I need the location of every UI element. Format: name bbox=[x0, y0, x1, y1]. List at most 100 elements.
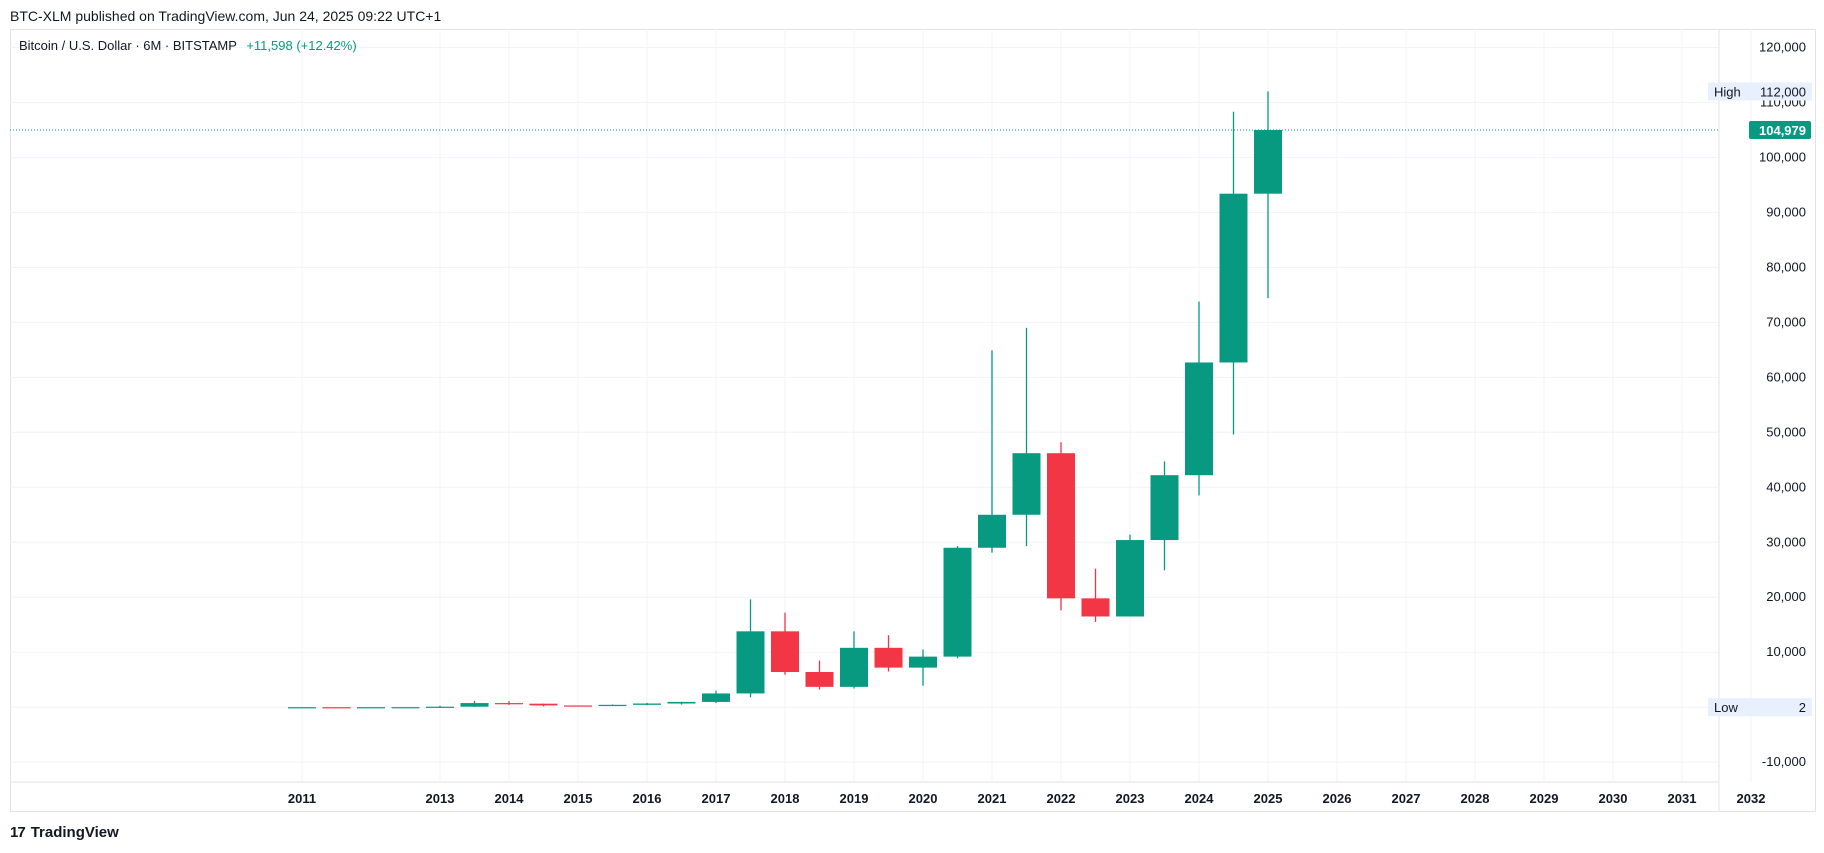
y-tick-label: 50,000 bbox=[1766, 424, 1806, 439]
candle-body bbox=[633, 703, 661, 705]
candle-body bbox=[564, 705, 592, 707]
candle bbox=[1185, 301, 1213, 496]
candle-body bbox=[874, 647, 903, 668]
candle bbox=[1219, 111, 1248, 435]
x-tick-label: 2017 bbox=[702, 791, 731, 806]
x-tick-label: 2015 bbox=[564, 791, 593, 806]
candle bbox=[564, 705, 592, 707]
symbol-title: Bitcoin / U.S. Dollar · 6M · BITSTAMP bbox=[19, 38, 237, 53]
candle bbox=[1254, 91, 1282, 299]
candle bbox=[633, 702, 661, 706]
candle-body bbox=[495, 703, 523, 705]
candle bbox=[805, 660, 834, 690]
y-tick-label: 10,000 bbox=[1766, 644, 1806, 659]
candle-body bbox=[702, 693, 730, 702]
x-tick-label: 2023 bbox=[1116, 791, 1145, 806]
publish-header: BTC-XLM published on TradingView.com, Ju… bbox=[10, 8, 442, 24]
candle-body bbox=[357, 707, 385, 709]
candle-body bbox=[667, 701, 696, 704]
candle-body bbox=[736, 631, 765, 694]
candle-body bbox=[1081, 598, 1110, 617]
x-tick-label: 2021 bbox=[978, 791, 1007, 806]
low-marker-tag bbox=[1708, 698, 1812, 717]
x-tick-label: 2032 bbox=[1737, 791, 1766, 806]
low-marker-label: Low bbox=[1714, 700, 1738, 715]
candle-body bbox=[1185, 362, 1213, 476]
tradingview-footer[interactable]: 17 TradingView bbox=[10, 824, 119, 841]
candle bbox=[495, 701, 523, 705]
x-tick-label: 2030 bbox=[1599, 791, 1628, 806]
x-tick-label: 2011 bbox=[288, 791, 316, 806]
candle bbox=[529, 703, 558, 707]
candle-body bbox=[909, 656, 937, 668]
candle bbox=[1081, 568, 1110, 622]
candle bbox=[909, 649, 937, 686]
candle bbox=[874, 635, 903, 672]
y-tick-label: 20,000 bbox=[1766, 589, 1806, 604]
y-tick-label: 70,000 bbox=[1766, 314, 1806, 329]
grid-lines bbox=[10, 29, 1752, 812]
y-tick-label: 80,000 bbox=[1766, 259, 1806, 274]
candle-body bbox=[288, 707, 316, 709]
candle-body bbox=[771, 631, 799, 673]
x-tick-label: 2013 bbox=[426, 791, 455, 806]
x-tick-label: 2031 bbox=[1668, 791, 1697, 806]
candle-body bbox=[1116, 540, 1144, 617]
candle bbox=[391, 707, 420, 709]
candle-body bbox=[1150, 475, 1179, 541]
candle bbox=[1047, 442, 1075, 611]
y-tick-label: 100,000 bbox=[1759, 149, 1806, 164]
high-marker-tag bbox=[1708, 82, 1812, 101]
tradingview-logo-icon: 17 bbox=[10, 824, 26, 841]
last-price-tag bbox=[1749, 121, 1811, 140]
candle bbox=[667, 701, 696, 705]
candle-body bbox=[943, 547, 972, 657]
x-tick-label: 2029 bbox=[1530, 791, 1559, 806]
chart-frame bbox=[10, 29, 1816, 812]
y-tick-label: 40,000 bbox=[1766, 479, 1806, 494]
candle bbox=[1116, 534, 1144, 617]
x-tick-label: 2018 bbox=[771, 791, 800, 806]
candle bbox=[288, 707, 316, 709]
candle-body bbox=[978, 514, 1006, 548]
candle bbox=[322, 707, 351, 709]
last-price-label: 104,979 bbox=[1759, 123, 1806, 138]
candle bbox=[460, 700, 489, 707]
candle bbox=[1012, 327, 1041, 547]
x-tick-label: 2022 bbox=[1047, 791, 1076, 806]
time-axis[interactable]: 2011 2013 2014 2015 2016 2017 2018 2019 2020 2021… bbox=[288, 791, 1766, 806]
y-tick-label: -10,000 bbox=[1762, 754, 1806, 769]
x-tick-label: 2027 bbox=[1392, 791, 1421, 806]
x-tick-label: 2028 bbox=[1461, 791, 1490, 806]
candle-body bbox=[1219, 193, 1248, 363]
x-tick-label: 2019 bbox=[840, 791, 869, 806]
price-markers: 104,979 High 112,000 Low 2 bbox=[10, 82, 1812, 717]
candle bbox=[702, 690, 730, 704]
x-tick-label: 2024 bbox=[1185, 791, 1215, 806]
x-tick-label: 2016 bbox=[633, 791, 662, 806]
y-tick-label: 90,000 bbox=[1766, 204, 1806, 219]
candle bbox=[598, 704, 627, 707]
candles bbox=[288, 91, 1282, 709]
x-tick-label: 2020 bbox=[909, 791, 938, 806]
candle-body bbox=[1047, 453, 1075, 599]
candle-body bbox=[322, 707, 351, 709]
candle bbox=[736, 599, 765, 698]
price-change: +11,598 (+12.42%) bbox=[246, 38, 357, 53]
symbol-legend[interactable]: Bitcoin / U.S. Dollar · 6M · BITSTAMP +1… bbox=[19, 38, 357, 53]
candle-body bbox=[391, 707, 420, 709]
high-marker-value: 112,000 bbox=[1760, 84, 1806, 99]
candle-body bbox=[840, 647, 868, 687]
candle-body bbox=[1254, 130, 1282, 194]
tradingview-brand: TradingView bbox=[30, 824, 119, 841]
x-tick-label: 2025 bbox=[1254, 791, 1283, 806]
y-tick-label: 120,000 bbox=[1759, 39, 1806, 54]
candle bbox=[771, 612, 799, 675]
price-axis[interactable]: -10,000 10,000 20,000 30,000 40,000 50,000 60,… bbox=[1759, 39, 1806, 769]
candle bbox=[943, 546, 972, 659]
high-marker-label: High bbox=[1714, 84, 1741, 99]
candle bbox=[978, 350, 1006, 553]
candle bbox=[840, 631, 868, 689]
candle-body bbox=[1012, 453, 1041, 515]
